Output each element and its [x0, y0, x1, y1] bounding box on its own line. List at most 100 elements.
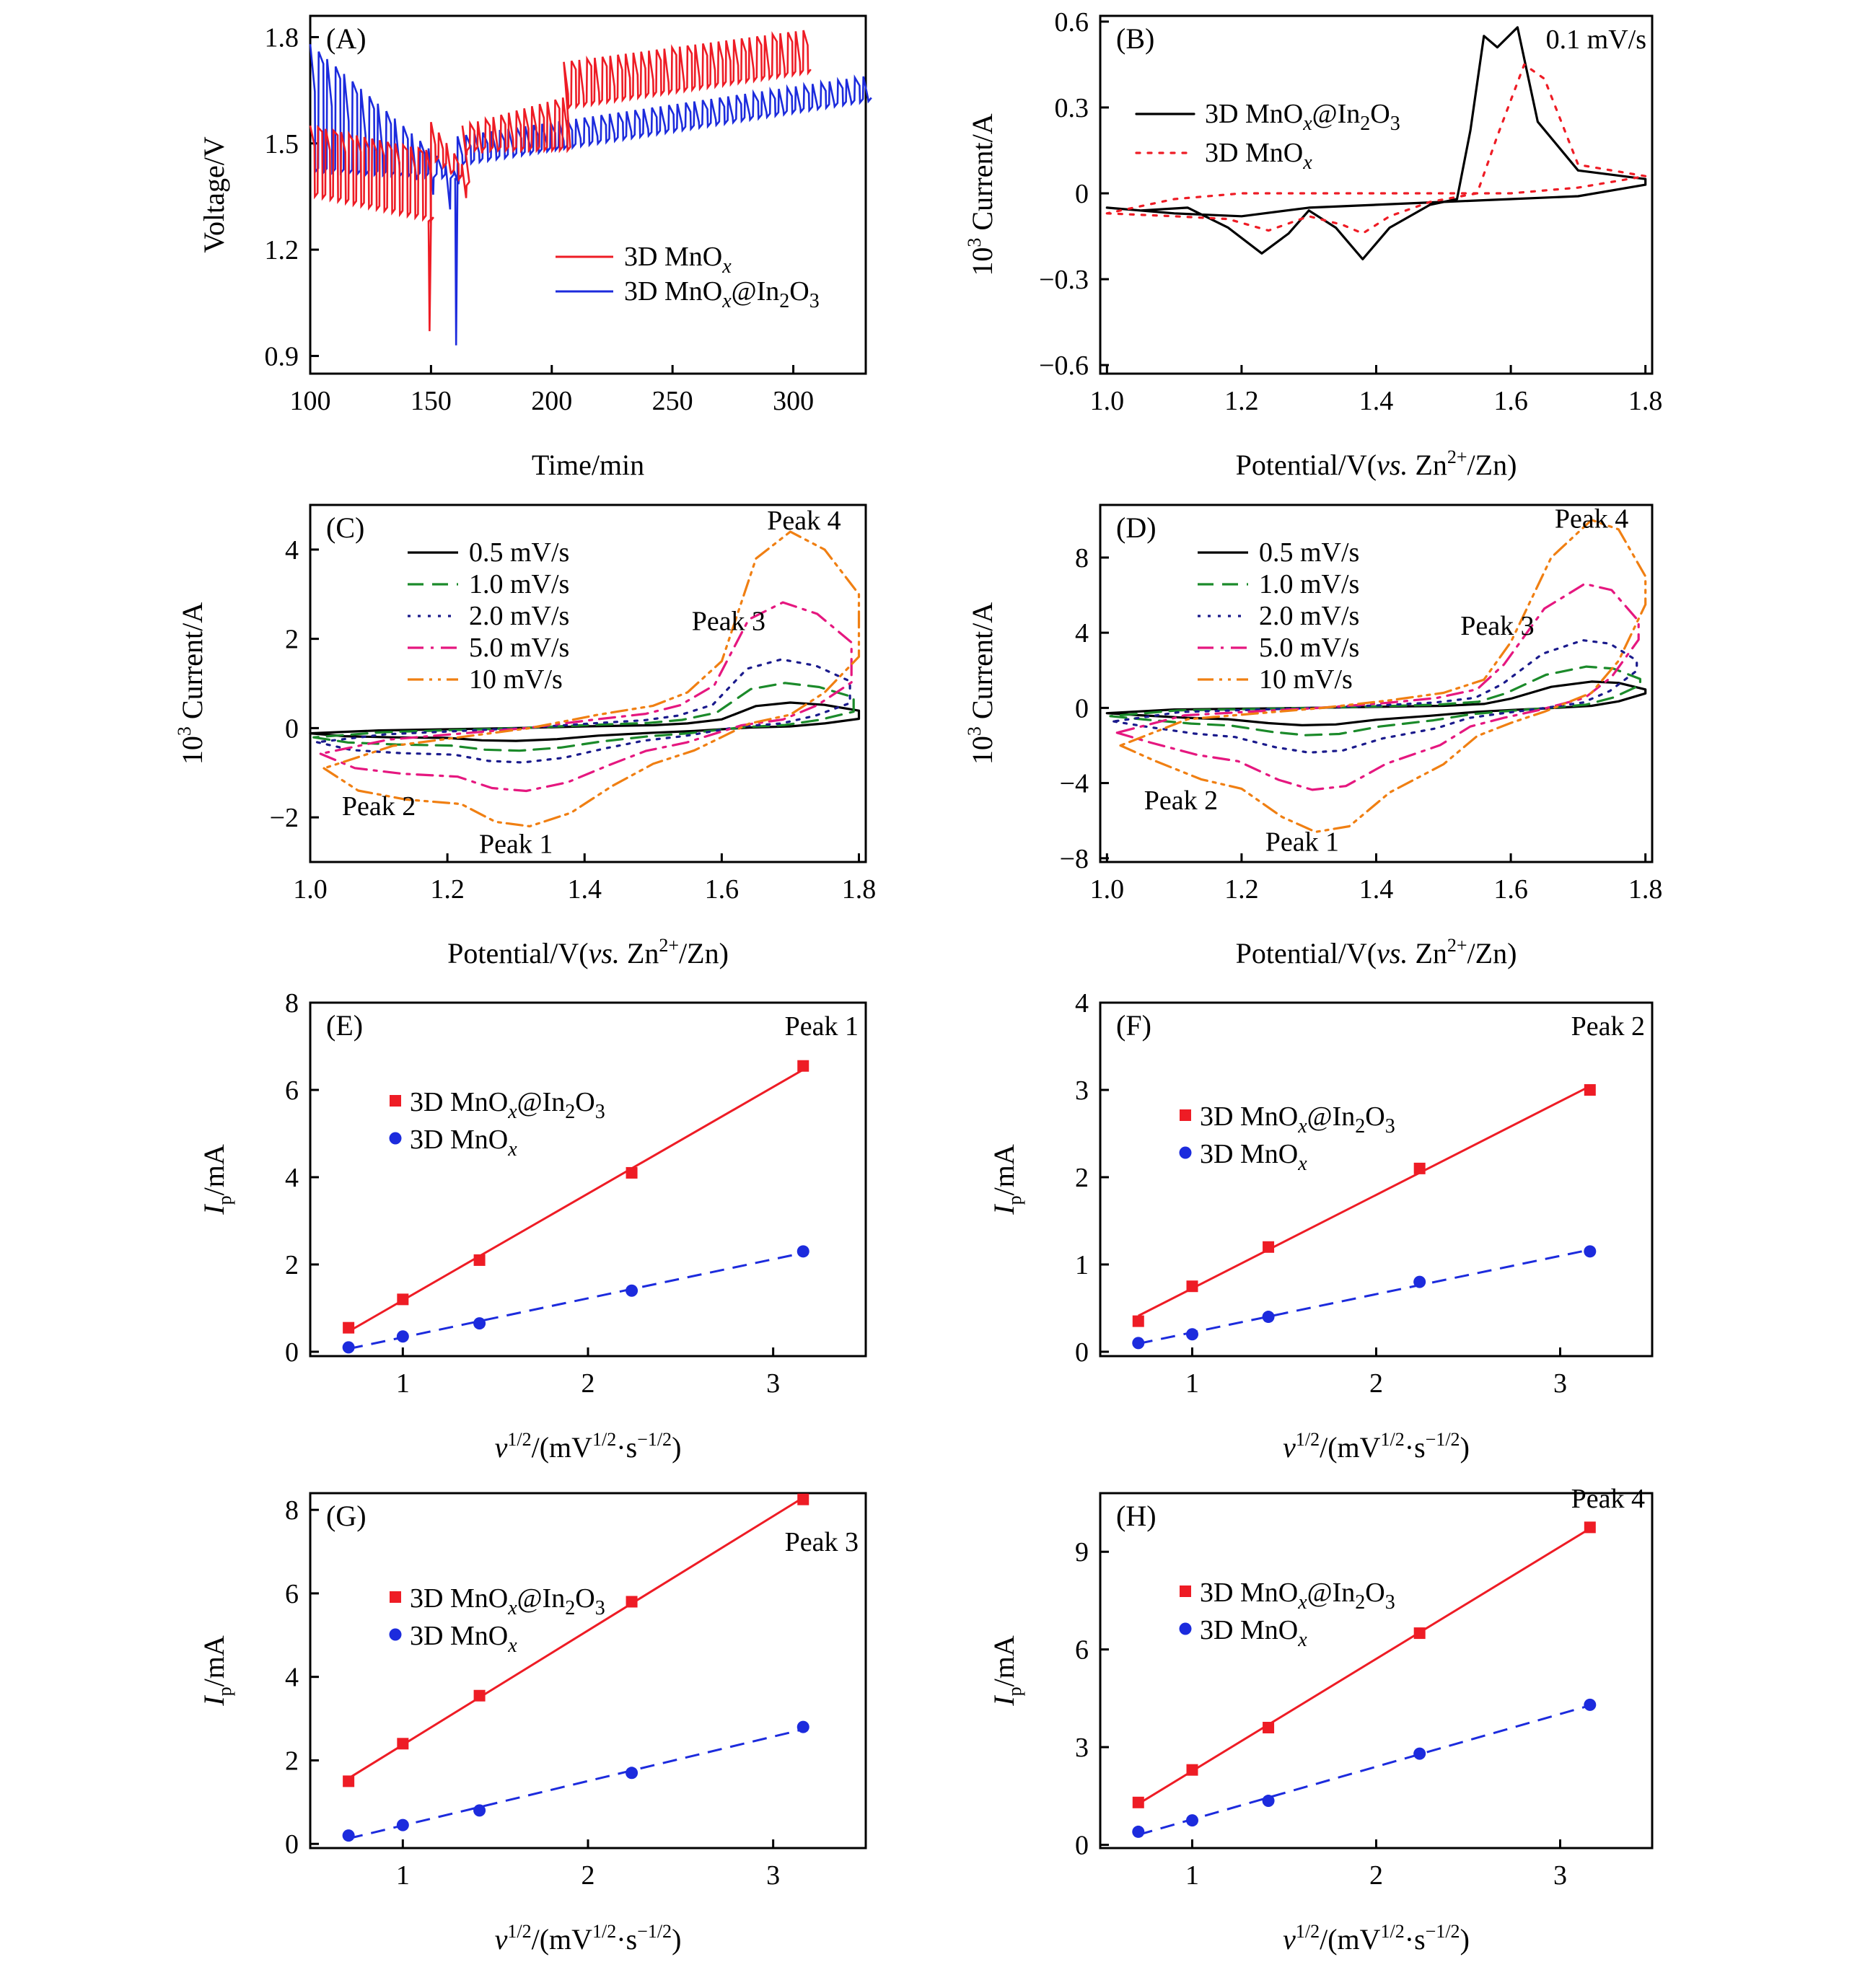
- data-point: [1263, 1721, 1275, 1733]
- legend-label: 3D MnOx: [410, 1125, 517, 1161]
- plot-frame: [309, 503, 867, 863]
- fit-line: [348, 1068, 804, 1333]
- data-point: [397, 1738, 409, 1750]
- x-tick-label: 150: [411, 386, 452, 416]
- fit-line: [1138, 1085, 1591, 1317]
- legend-label: 3D MnOx: [624, 242, 732, 278]
- legend-label: 2.0 mV/s: [469, 601, 569, 631]
- panel-label: (A): [326, 22, 367, 55]
- x-tick-label: 1.6: [1493, 874, 1528, 905]
- x-tick-label: 1: [1185, 1860, 1199, 1891]
- data-point: [1132, 1825, 1145, 1838]
- series-line: [309, 44, 872, 346]
- scan-rate-annotation: 0.1 mV/s: [1546, 25, 1646, 55]
- series-line: [322, 530, 861, 828]
- x-tick-label: 2: [1369, 1368, 1383, 1399]
- data-point: [1132, 1337, 1145, 1350]
- fit-line: [1138, 1248, 1591, 1345]
- y-tick-label: 0: [285, 713, 299, 744]
- legend-label: 1.0 mV/s: [1259, 569, 1359, 599]
- series-line: [1105, 26, 1647, 260]
- x-tick-label: 3: [766, 1368, 780, 1399]
- y-axis-label: 103 Current/A: [964, 602, 999, 765]
- x-tick-label: 3: [1553, 1368, 1567, 1399]
- y-tick-label: 0.6: [1055, 7, 1089, 38]
- peak-annotation: Peak 2: [1144, 786, 1218, 816]
- peak-annotation: Peak 4: [1555, 503, 1628, 534]
- y-tick-label: 0: [1075, 1337, 1089, 1368]
- legend-label: 3D MnOx@In2O3: [1200, 1578, 1395, 1614]
- data-point: [1413, 1162, 1426, 1174]
- y-tick-label: 0.9: [265, 341, 299, 371]
- x-tick-label: 200: [531, 386, 572, 416]
- y-tick-label: 2: [285, 625, 299, 655]
- data-point: [796, 1720, 809, 1733]
- x-tick-label: 1.0: [1090, 874, 1125, 905]
- series-line: [309, 701, 861, 742]
- y-tick-label: 0.3: [1055, 93, 1089, 123]
- data-point: [1132, 1796, 1144, 1808]
- peak-label: Peak 4: [1571, 1484, 1645, 1514]
- x-axis-label: v1/2/(mV1/2·s−1/2): [1283, 1429, 1470, 1464]
- panel-label: (E): [326, 1009, 363, 1042]
- legend-label: 3D MnOx@In2O3: [624, 276, 820, 312]
- legend-label: 2.0 mV/s: [1259, 601, 1359, 631]
- plot-frame: [1099, 1001, 1654, 1358]
- x-tick-label: 1.4: [567, 874, 602, 905]
- y-tick-label: 4: [285, 535, 299, 566]
- y-tick-label: 1: [1075, 1250, 1089, 1280]
- peak-annotation: Peak 1: [1265, 827, 1339, 857]
- panel-label: (H): [1116, 1500, 1157, 1532]
- fit-line: [348, 1496, 804, 1780]
- x-tick-label: 1.2: [1224, 386, 1259, 416]
- panel-label: (D): [1116, 511, 1157, 544]
- fit-line: [348, 1728, 804, 1840]
- y-tick-label: 4: [285, 1163, 299, 1193]
- data-point: [1413, 1627, 1426, 1640]
- x-tick-label: 2: [582, 1368, 595, 1399]
- y-tick-label: 0: [285, 1829, 299, 1860]
- panel-f: 1 2 3 0 1 2 3 4 (F) v1/2/(mV1/2·s−1/2) Ip/mA Peak 2…: [988, 988, 1654, 1464]
- y-tick-label: −2: [270, 803, 299, 833]
- data-point: [343, 1775, 355, 1787]
- y-tick-label: 8: [285, 1495, 299, 1526]
- data-point: [1584, 1698, 1597, 1711]
- x-tick-label: 1.4: [1359, 386, 1394, 416]
- peak-annotation: Peak 1: [479, 830, 553, 860]
- panel-label: (G): [326, 1500, 367, 1532]
- x-tick-label: 3: [1553, 1860, 1567, 1891]
- y-tick-label: 0: [1075, 179, 1089, 209]
- peak-annotation: Peak 2: [342, 791, 416, 822]
- data-point: [626, 1284, 638, 1297]
- legend-label: 1.0 mV/s: [469, 569, 569, 599]
- data-point: [797, 1493, 809, 1505]
- x-tick-label: 1.6: [1493, 386, 1528, 416]
- y-tick-label: 1.2: [265, 235, 299, 265]
- data-point: [626, 1166, 638, 1179]
- data-point: [1132, 1315, 1144, 1327]
- legend-label: 3D MnOx@In2O3: [1200, 1101, 1395, 1138]
- x-tick-label: 1.0: [1090, 386, 1125, 416]
- y-tick-label: 8: [285, 988, 299, 1019]
- x-axis-label: Potential/V(vs. Zn2+/Zn): [1236, 447, 1517, 481]
- data-point: [396, 1818, 409, 1831]
- panel-c: 1.0 1.2 1.4 1.6 1.8 −2 0 2 4 (C) Potential/V(vs. Z…: [174, 503, 876, 969]
- data-point: [1262, 1311, 1275, 1324]
- x-tick-label: 3: [766, 1860, 780, 1891]
- x-tick-label: 2: [1369, 1860, 1383, 1891]
- peak-label: Peak 1: [785, 1011, 859, 1042]
- series-line: [312, 682, 855, 752]
- panel-label: (C): [326, 511, 364, 544]
- x-tick-label: 1.6: [705, 874, 740, 905]
- data-point: [796, 1245, 809, 1258]
- legend-marker: [1179, 1622, 1192, 1635]
- y-tick-label: 1.5: [265, 129, 299, 159]
- panel-d: 1.0 1.2 1.4 1.6 1.8 −8 −4 0 4 8 (D) Potential/V(vs.…: [964, 503, 1662, 969]
- data-point: [626, 1767, 638, 1780]
- x-axis-label: v1/2/(mV1/2·s−1/2): [495, 1429, 682, 1464]
- plot-frame: [1099, 1492, 1654, 1850]
- legend-label: 0.5 mV/s: [469, 537, 569, 568]
- data-point: [1186, 1814, 1198, 1827]
- data-point: [1186, 1280, 1198, 1293]
- data-point: [396, 1330, 409, 1343]
